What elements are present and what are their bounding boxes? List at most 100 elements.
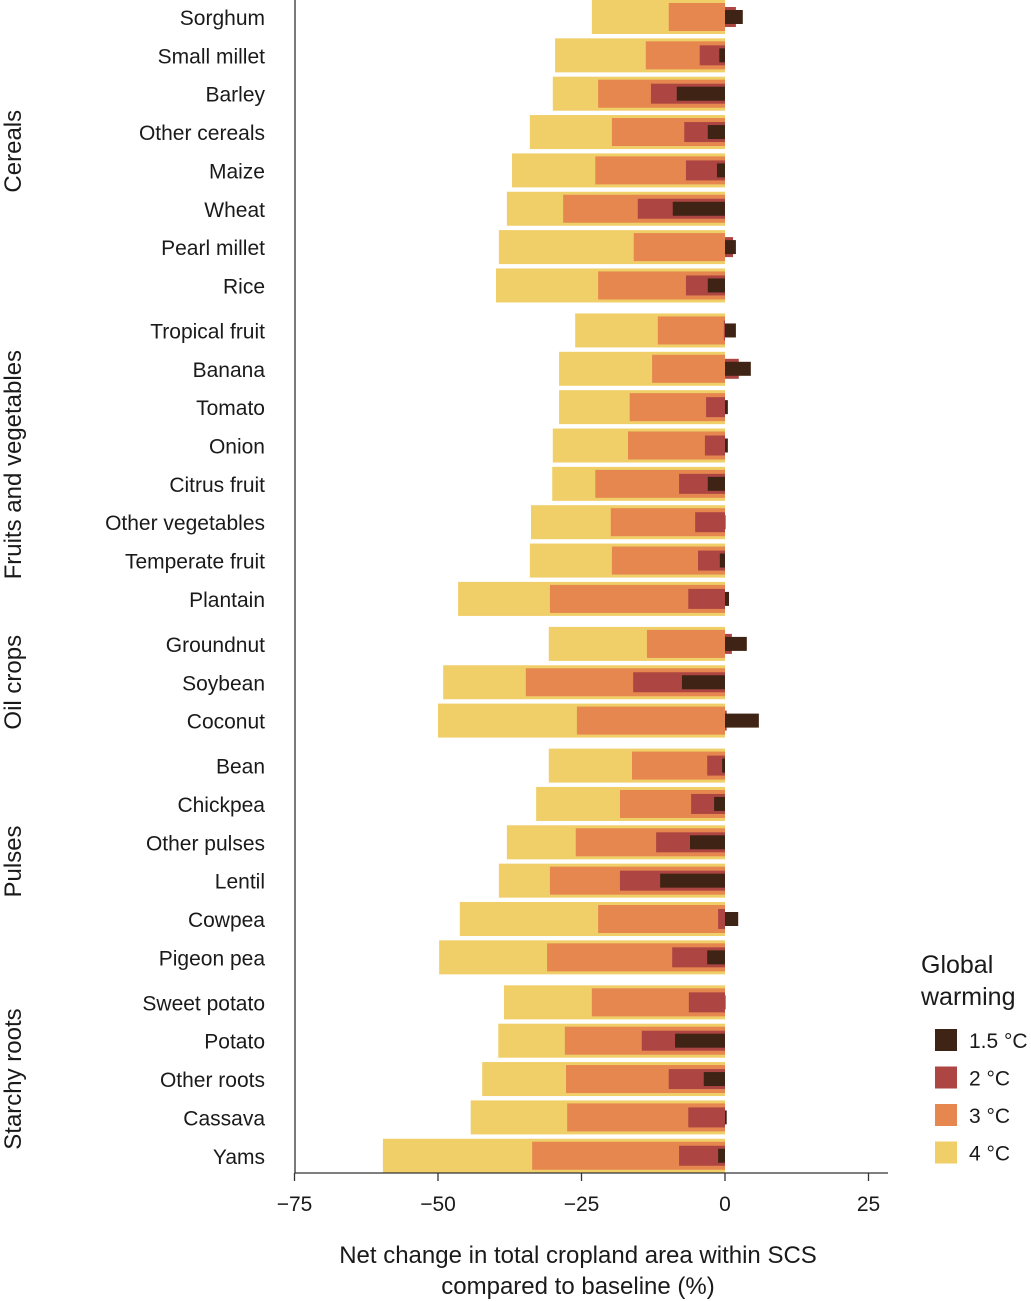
bar-1-5c <box>725 361 751 376</box>
bar-1-5c <box>719 48 725 63</box>
bar-1-5c <box>718 1148 725 1163</box>
bar-1-5c <box>725 713 759 728</box>
crop-label: Banana <box>193 359 266 382</box>
bar-1-5c <box>681 675 725 690</box>
bar-1-5c <box>716 163 725 178</box>
bar-1-5c <box>719 553 725 568</box>
bar-1-5c <box>675 1033 725 1048</box>
crop-label: Onion <box>209 436 265 459</box>
bar-2c <box>699 45 725 66</box>
crop-label: Sorghum <box>180 7 265 30</box>
x-tick-label: −25 <box>564 1193 600 1216</box>
x-axis-label: compared to baseline (%) <box>441 1273 714 1300</box>
group-label: Fruits and vegetables <box>0 350 27 579</box>
bar-1-5c <box>703 1072 725 1087</box>
bar-2c <box>695 512 725 533</box>
bar-3c <box>646 629 725 658</box>
legend-swatch <box>935 1066 957 1089</box>
crop-label: Other pulses <box>146 832 265 855</box>
x-tick-label: 25 <box>857 1193 880 1216</box>
bar-1-5c <box>714 796 725 811</box>
bar-3c <box>657 316 725 345</box>
legend-label: 1.5 °C <box>969 1030 1028 1053</box>
legend-swatch <box>935 1141 957 1164</box>
bar-3c <box>668 3 725 31</box>
bar-1-5c <box>707 278 725 293</box>
bar-1-5c <box>660 873 725 888</box>
group-label: Oil crops <box>0 635 27 730</box>
crop-label: Pearl millet <box>161 237 265 260</box>
group-label: Starchy roots <box>0 1008 27 1149</box>
crop-label: Tomato <box>196 397 265 420</box>
crop-label: Other cereals <box>139 122 265 145</box>
bar-2c <box>706 397 725 418</box>
legend-label: 3 °C <box>969 1105 1010 1128</box>
bar-3c <box>633 233 725 262</box>
crop-label: Cassava <box>183 1107 265 1130</box>
legend-swatch <box>935 1029 957 1051</box>
bar-1-5c <box>725 400 728 415</box>
group-label: Cereals <box>0 110 27 193</box>
bar-1-5c <box>672 201 725 216</box>
crop-label: Small millet <box>158 45 266 68</box>
crop-label: Bean <box>216 756 265 779</box>
crop-label: Soybean <box>182 672 265 695</box>
bar-2c <box>679 1145 725 1166</box>
bar-1-5c <box>689 835 725 850</box>
bar-1-5c <box>676 86 725 101</box>
bar-1-5c <box>725 323 736 338</box>
bar-1-5c <box>725 438 728 453</box>
bar-1-5c <box>725 1110 727 1125</box>
legend-title: Global <box>921 951 993 979</box>
crop-label: Citrus fruit <box>169 474 265 497</box>
crop-label: Tropical fruit <box>150 320 265 343</box>
bar-2c <box>718 909 725 929</box>
crop-label: Cowpea <box>188 909 265 932</box>
legend-label: 2 °C <box>969 1068 1010 1091</box>
crop-label: Pigeon pea <box>159 947 266 970</box>
bar-1-5c <box>725 240 736 255</box>
crop-label: Yams <box>213 1146 265 1169</box>
bar-1-5c <box>725 10 743 24</box>
crop-label: Temperate fruit <box>125 551 265 574</box>
bar-2c <box>685 160 725 181</box>
bar-1-5c <box>707 125 725 140</box>
crop-label: Groundnut <box>166 634 265 657</box>
bar-2c <box>704 435 725 456</box>
x-tick-label: −75 <box>277 1193 313 1216</box>
legend-swatch <box>935 1104 957 1126</box>
crop-label: Sweet potato <box>142 992 265 1015</box>
legend-label: 4 °C <box>969 1143 1010 1166</box>
bar-1-5c <box>725 912 739 926</box>
crop-label: Chickpea <box>177 794 265 817</box>
crop-label: Potato <box>204 1031 265 1054</box>
crop-label: Wheat <box>204 199 265 222</box>
bar-3c <box>652 354 725 383</box>
bar-2c <box>723 320 725 341</box>
x-tick-label: 0 <box>719 1193 731 1216</box>
bar-1-5c <box>707 476 725 491</box>
crop-label: Other roots <box>160 1069 265 1092</box>
bar-2c <box>688 1107 725 1128</box>
crop-label: Lentil <box>215 871 265 894</box>
crop-label: Rice <box>223 275 265 298</box>
bar-1-5c <box>725 636 747 651</box>
bar-1-5c <box>722 758 725 773</box>
x-axis-label: Net change in total cropland area within… <box>339 1242 817 1269</box>
legend-title: warming <box>920 983 1015 1011</box>
bar-2c <box>698 550 725 571</box>
bar-1-5c <box>725 515 726 530</box>
bar-3c <box>576 706 725 735</box>
crop-label: Coconut <box>187 711 265 734</box>
bar-3c <box>598 905 725 933</box>
bar-2c <box>688 992 725 1013</box>
bar-2c <box>707 755 725 776</box>
crop-label: Other vegetables <box>105 512 265 535</box>
bar-1-5c <box>725 995 726 1010</box>
bar-2c <box>688 588 725 609</box>
crop-label: Plantain <box>189 589 265 612</box>
bar-1-5c <box>707 950 725 965</box>
bar-1-5c <box>725 591 730 606</box>
crop-label: Barley <box>205 84 265 107</box>
